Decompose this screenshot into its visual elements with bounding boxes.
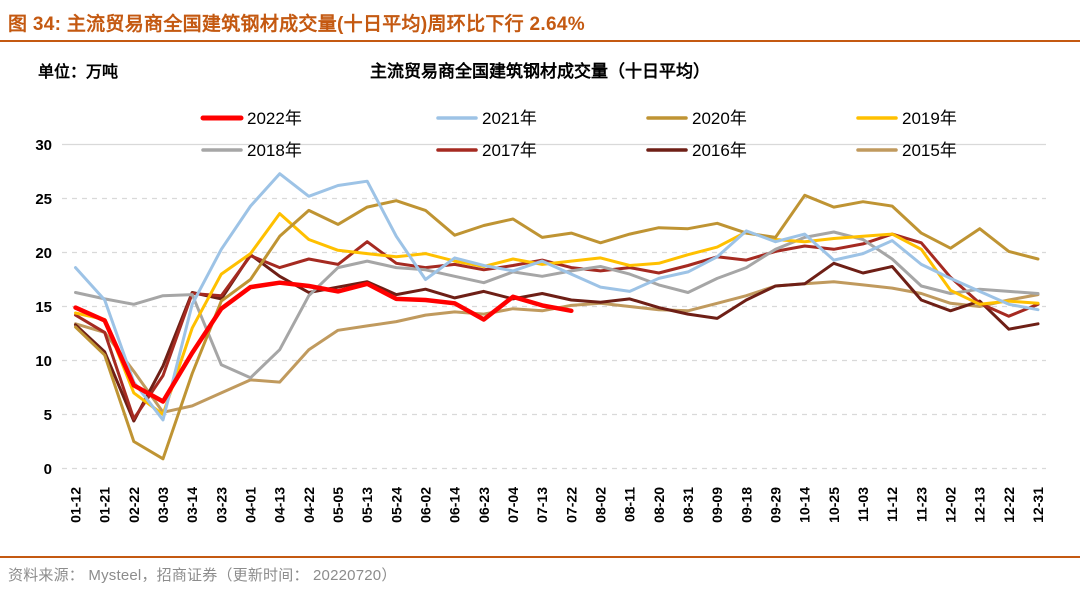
x-axis-tick-label: 08-20 (651, 487, 667, 523)
y-axis-tick-label: 30 (35, 137, 52, 154)
footer-divider (0, 556, 1080, 558)
x-axis-tick-label: 11-03 (855, 487, 871, 522)
x-axis-tick-label: 03-03 (155, 487, 171, 523)
chart-title: 主流贸易商全国建筑钢材成交量（十日平均） (370, 62, 710, 81)
x-axis-tick-label: 08-31 (680, 487, 696, 523)
x-axis-tick-label: 12-31 (1030, 487, 1046, 523)
x-axis-tick-label: 01-21 (97, 487, 113, 523)
y-axis-tick-label: 5 (44, 407, 52, 424)
legend-label-2015: 2015年 (902, 141, 957, 160)
x-axis-tick-label: 10-14 (797, 487, 813, 523)
series-line-2022 (73, 280, 574, 404)
y-axis-tick-label: 0 (44, 461, 52, 478)
x-axis-tick-label: 04-22 (301, 487, 317, 523)
legend-label-2021: 2021年 (482, 109, 537, 128)
x-axis-tick-label: 09-09 (709, 487, 725, 523)
caption-divider (0, 40, 1080, 42)
x-axis-tick-label: 05-24 (388, 487, 404, 523)
x-axis-tick-label: 09-18 (738, 487, 754, 523)
y-axis-tick-label: 10 (35, 353, 52, 370)
x-axis-tick-label: 06-02 (418, 487, 434, 523)
x-axis-tick-label: 10-25 (826, 487, 842, 523)
x-axis-tick-label: 08-02 (593, 487, 609, 523)
x-axis-tick-label: 05-05 (330, 487, 346, 523)
y-axis-tick-label: 25 (35, 191, 52, 208)
x-axis-tick-label: 03-14 (184, 487, 200, 523)
x-axis-tick-label: 12-02 (943, 487, 959, 523)
unit-label: 单位：万吨 (38, 64, 119, 81)
x-axis-tick-label: 04-01 (243, 487, 259, 523)
series-line-2021 (74, 172, 1040, 422)
x-axis-tick-label: 11-23 (913, 487, 929, 522)
x-axis-tick-label: 03-23 (213, 487, 229, 523)
x-axis-tick-label: 04-13 (272, 487, 288, 523)
y-axis-tick-label: 20 (35, 245, 52, 262)
y-axis-tick-label: 15 (35, 299, 52, 316)
series-line-2020 (74, 193, 1040, 461)
x-axis-tick-label: 07-04 (505, 487, 521, 523)
x-axis-tick-label: 07-22 (563, 487, 579, 523)
x-axis-tick-label: 12-13 (972, 487, 988, 523)
x-axis-tick-label: 08-11 (622, 487, 638, 522)
x-axis-tick-label: 12-22 (1001, 487, 1017, 523)
x-axis-tick-label: 06-14 (447, 487, 463, 523)
x-axis-tick-label: 09-29 (768, 487, 784, 523)
legend-label-2020: 2020年 (692, 109, 747, 128)
series-line-2018 (74, 230, 1040, 380)
x-axis-tick-label: 02-22 (126, 487, 142, 523)
legend-label-2018: 2018年 (247, 141, 302, 160)
source-note: 资料来源： Mysteel，招商证券（更新时间： 20220720） (8, 567, 397, 584)
x-axis-tick-label: 01-12 (68, 487, 84, 523)
line-chart: 0 5 10 15 20 25 30 01-12 01-21 02-22 03-03 03-14 03-… (35, 109, 1046, 523)
legend-label-2017: 2017年 (482, 141, 537, 160)
figure-caption: 图 34: 主流贸易商全国建筑钢材成交量(十日平均)周环比下行 2.64% (8, 14, 585, 35)
x-axis-tick-label: 05-13 (359, 487, 375, 523)
legend-label-2022: 2022年 (247, 109, 302, 128)
series-line-2019 (74, 212, 1040, 416)
legend-label-2019: 2019年 (902, 109, 957, 128)
x-axis-tick-label: 07-13 (534, 487, 550, 523)
x-axis-tick-label: 11-12 (884, 487, 900, 522)
x-axis-tick-label: 06-23 (476, 487, 492, 523)
legend-label-2016: 2016年 (692, 141, 747, 160)
